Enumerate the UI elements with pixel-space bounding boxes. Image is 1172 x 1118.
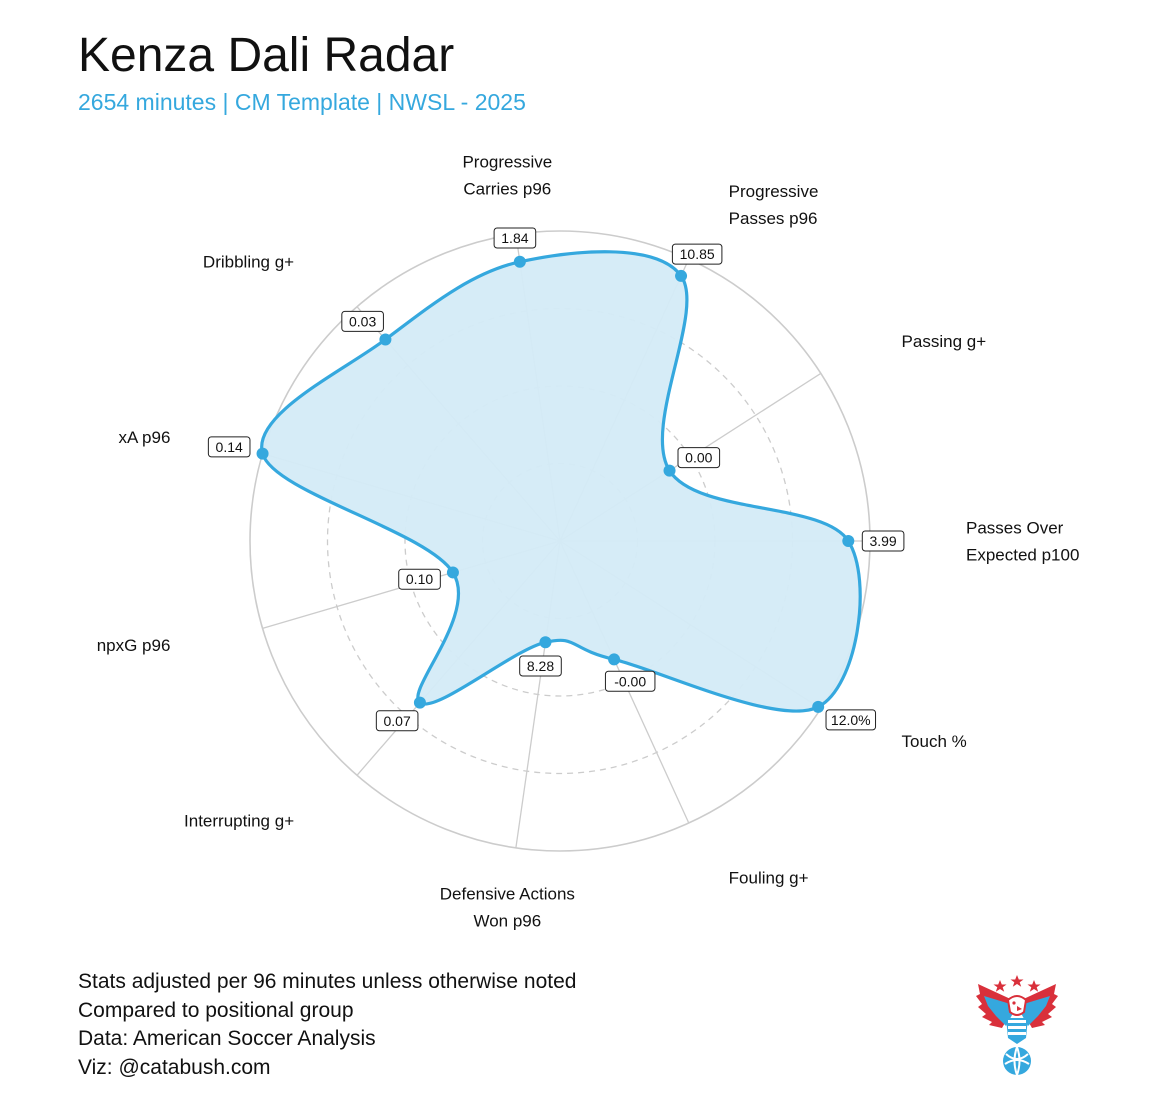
- value-label: 0.07: [384, 713, 411, 729]
- value-label: 1.84: [501, 230, 528, 246]
- star-icon: [993, 975, 1041, 992]
- note-compared: Compared to positional group: [78, 998, 354, 1022]
- value-label: 10.85: [680, 246, 715, 262]
- axis-label: xA p96: [118, 428, 170, 447]
- data-point: [256, 447, 269, 460]
- value-label: 0.10: [406, 571, 433, 587]
- value-label-box: 0.00: [677, 447, 721, 469]
- data-point: [663, 464, 676, 477]
- value-label-box: 0.03: [341, 310, 384, 332]
- value-label: 0.00: [685, 450, 712, 466]
- data-point: [379, 333, 392, 346]
- radar-labels: 3.99 0.00 10.85 1.84 0.03 0.14 0.10 0.07 8.28 -0.…: [97, 152, 1080, 930]
- value-label-box: -0.00: [604, 670, 656, 692]
- chart-title: Kenza Dali Radar: [78, 29, 455, 82]
- note-viz-credit: Viz: @catabush.com: [78, 1055, 271, 1079]
- value-label-box: 1.84: [493, 227, 537, 249]
- axis-label: Progressive Passes p96: [729, 182, 819, 228]
- value-label-box: 0.14: [207, 436, 251, 458]
- axis-label: Progressive Carries p96: [462, 152, 552, 198]
- data-point: [539, 636, 552, 649]
- data-point: [446, 566, 459, 579]
- value-label: 8.28: [527, 658, 554, 674]
- value-label-box: 0.10: [398, 568, 441, 590]
- axis-label: Interrupting g+: [184, 812, 294, 831]
- value-label: 0.03: [349, 313, 376, 329]
- value-label-box: 8.28: [519, 655, 562, 677]
- note-data-source: Data: American Soccer Analysis: [78, 1027, 376, 1050]
- value-label: 12.0%: [831, 712, 871, 728]
- axis-label: Touch %: [902, 732, 967, 751]
- axis-label: Dribbling g+: [203, 252, 294, 271]
- note-adjusted: Stats adjusted per 96 minutes unless oth…: [78, 970, 577, 993]
- value-label-box: 12.0%: [825, 709, 877, 731]
- eagle-soccer-ball-logo: [976, 975, 1058, 1076]
- value-label-box: 0.07: [375, 710, 419, 732]
- value-label: 3.99: [869, 533, 896, 549]
- axis-label: npxG p96: [97, 636, 171, 655]
- axis-label: Passes Over Expected p100: [966, 519, 1079, 565]
- chart-notes: Stats adjusted per 96 minutes unless oth…: [78, 968, 576, 1082]
- data-point: [842, 535, 855, 547]
- data-point: [413, 696, 426, 709]
- axis-label: Defensive Actions Won p96: [440, 885, 575, 931]
- chart-subtitle: 2654 minutes | CM Template | NWSL - 2025: [78, 89, 526, 115]
- data-point: [513, 255, 526, 268]
- data-point: [675, 269, 688, 282]
- value-label-box: 3.99: [861, 530, 905, 552]
- value-label-box: 10.85: [671, 243, 723, 265]
- data-point: [608, 653, 621, 666]
- data-point: [812, 700, 825, 713]
- value-label: 0.14: [216, 439, 243, 455]
- value-label: -0.00: [614, 673, 646, 689]
- axis-label: Fouling g+: [729, 869, 809, 888]
- axis-label: Passing g+: [902, 332, 987, 351]
